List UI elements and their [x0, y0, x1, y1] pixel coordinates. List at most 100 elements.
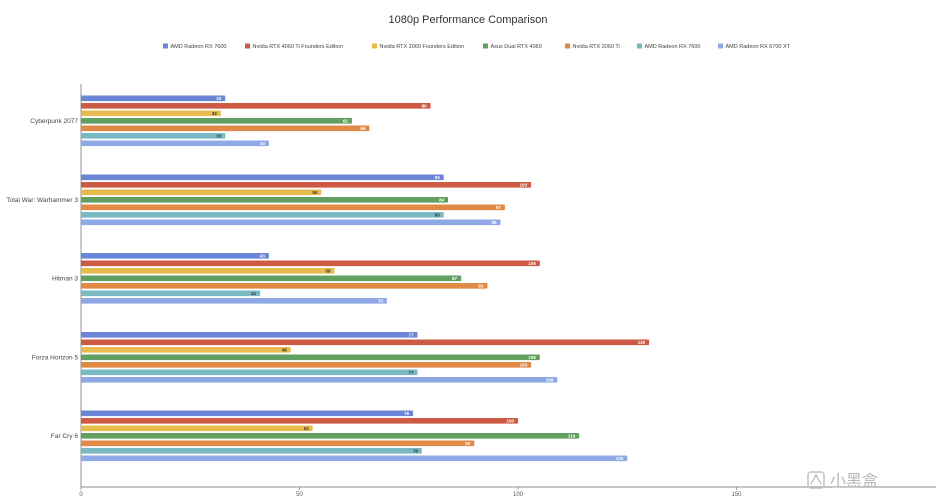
- bar[interactable]: [81, 219, 501, 226]
- bar-value-label: 43: [260, 141, 266, 146]
- bar[interactable]: [81, 290, 261, 297]
- bar-value-label: 80: [422, 103, 428, 108]
- watermark: 小黑盒: [807, 471, 878, 490]
- bar-value-label: 66: [360, 126, 366, 131]
- bar-value-label: 96: [492, 220, 498, 225]
- legend-label: Asus Dual RTX 4060: [491, 44, 542, 50]
- bar-value-label: 33: [216, 133, 222, 138]
- bar[interactable]: [81, 455, 628, 462]
- bar-value-label: 130: [638, 340, 646, 345]
- legend-swatch: [245, 43, 250, 49]
- bar[interactable]: [81, 283, 488, 289]
- bar[interactable]: [81, 182, 532, 188]
- bar[interactable]: [81, 448, 422, 454]
- bar[interactable]: [81, 133, 226, 139]
- x-tick-label: 50: [296, 492, 303, 498]
- bar-value-label: 58: [325, 268, 331, 273]
- bar[interactable]: [81, 189, 322, 196]
- bar[interactable]: [81, 140, 269, 147]
- watermark-text: 小黑盒: [830, 472, 878, 490]
- bar-value-label: 84: [439, 197, 445, 202]
- bar-value-label: 76: [404, 411, 410, 416]
- bar[interactable]: [81, 197, 449, 203]
- legend-item[interactable]: AMD Radeon RX 7600: [637, 43, 701, 51]
- legend-swatch: [718, 43, 723, 49]
- bar-value-label: 32: [212, 111, 218, 116]
- category-group: Hitman 3 43 105 58 87 93 41 70: [52, 253, 540, 304]
- x-tick-label: 150: [731, 492, 742, 498]
- x-tick-label: 100: [513, 492, 524, 498]
- bar-value-label: 70: [378, 298, 384, 303]
- bar-value-label: 93: [478, 283, 484, 288]
- bar-value-label: 83: [435, 175, 441, 180]
- bar[interactable]: [81, 418, 518, 424]
- plot-area: 0 50 100 150 Cyberpunk 2077 33 80 32 62 66 33 43 Tot…: [6, 84, 936, 498]
- bar[interactable]: [81, 339, 650, 346]
- legend-item[interactable]: Nvidia RTX 4060 Ti Founders Edition: [245, 43, 343, 51]
- watermark-logo-icon: [807, 471, 825, 489]
- legend-item[interactable]: AMD Radeon RX 6700 XT: [718, 43, 791, 51]
- bar-value-label: 62: [343, 118, 349, 123]
- bar[interactable]: [81, 410, 414, 417]
- legend-swatch: [372, 43, 377, 49]
- bar-value-label: 87: [452, 276, 458, 281]
- bar[interactable]: [81, 174, 444, 181]
- bar-value-label: 48: [282, 347, 288, 352]
- bar-value-label: 103: [520, 362, 528, 367]
- legend-swatch: [637, 43, 642, 49]
- bar-value-label: 105: [528, 261, 536, 266]
- legend-swatch: [565, 43, 570, 49]
- bar[interactable]: [81, 377, 558, 383]
- legend-item[interactable]: Nvidia RTX 2060 Ti: [565, 43, 620, 51]
- bar[interactable]: [81, 253, 269, 259]
- legend-label: AMD Radeon RX 7600: [171, 44, 227, 50]
- bar[interactable]: [81, 125, 370, 132]
- bar-value-label: 41: [251, 291, 257, 296]
- bar[interactable]: [81, 110, 221, 117]
- category-label: Forza Horizon 5: [32, 355, 79, 362]
- category-label: Far Cry 6: [51, 433, 78, 440]
- category-group: Far Cry 6 76 100 53 114 90 78 125: [51, 410, 628, 462]
- bar[interactable]: [81, 347, 291, 353]
- bar[interactable]: [81, 354, 540, 361]
- bar[interactable]: [81, 440, 475, 447]
- chart-title: 1080p Performance Comparison: [389, 14, 548, 26]
- bar[interactable]: [81, 260, 540, 267]
- bar[interactable]: [81, 369, 418, 376]
- legend-label: AMD Radeon RX 6700 XT: [726, 44, 791, 50]
- bar[interactable]: [81, 212, 444, 218]
- bar-value-label: 53: [304, 426, 310, 431]
- category-label: Cyberpunk 2077: [30, 118, 78, 125]
- bar-value-label: 83: [435, 212, 441, 217]
- bar[interactable]: [81, 275, 462, 282]
- bar-value-label: 90: [465, 441, 471, 446]
- category-group: Cyberpunk 2077 33 80 32 62 66 33 43: [30, 95, 431, 147]
- bar[interactable]: [81, 204, 505, 211]
- bar[interactable]: [81, 433, 580, 439]
- bar[interactable]: [81, 332, 418, 338]
- bar-value-label: 103: [520, 182, 528, 187]
- bar[interactable]: [81, 268, 335, 274]
- category-label: Hitman 3: [52, 276, 78, 283]
- legend[interactable]: AMD Radeon RX 7600 Nvidia RTX 4060 Ti Fou…: [163, 43, 791, 51]
- bar[interactable]: [81, 118, 352, 124]
- bar[interactable]: [81, 425, 313, 432]
- legend-item[interactable]: AMD Radeon RX 7600: [163, 43, 227, 51]
- bar-value-label: 125: [616, 456, 624, 461]
- bar-value-label: 55: [312, 190, 318, 195]
- bar-value-label: 105: [528, 355, 536, 360]
- bar-value-label: 77: [408, 332, 414, 337]
- bar[interactable]: [81, 362, 532, 368]
- legend-item[interactable]: Nvidia RTX 2060 Founders Edition: [372, 43, 464, 51]
- bar[interactable]: [81, 103, 431, 109]
- bar-value-label: 109: [546, 377, 554, 382]
- bar[interactable]: [81, 298, 387, 304]
- bar[interactable]: [81, 95, 226, 102]
- bar-value-label: 114: [568, 433, 576, 438]
- legend-label: AMD Radeon RX 7600: [645, 44, 701, 50]
- category-group: Total War: Warhammer 3 83 103 55 84 97 83 96: [6, 174, 532, 226]
- x-tick-label: 0: [79, 492, 83, 498]
- legend-item[interactable]: Asus Dual RTX 4060: [483, 43, 542, 51]
